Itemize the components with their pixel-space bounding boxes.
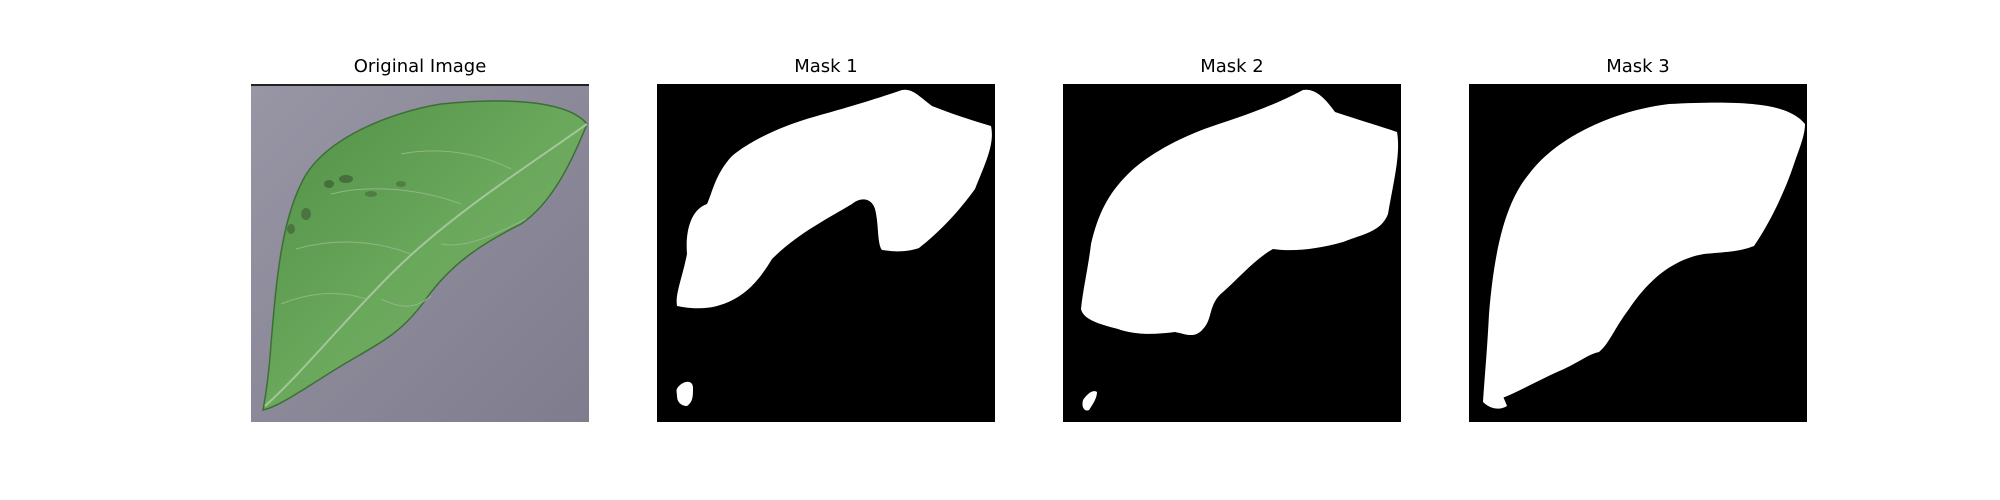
panel-title-mask-1: Mask 1 <box>794 56 858 77</box>
mask-3-speck <box>1483 385 1507 409</box>
original-leaf-image <box>251 84 589 422</box>
mask-2-dot <box>1333 145 1337 149</box>
leaf-vein-6 <box>380 295 432 307</box>
leaf-vein-4 <box>280 293 367 305</box>
mask-2-image <box>1063 84 1401 422</box>
mask-1-panel: Mask 1 <box>657 56 995 422</box>
leaf-midrib <box>264 123 588 407</box>
mask-2-speck <box>1082 391 1097 411</box>
panel-title-mask-3: Mask 3 <box>1606 56 1670 77</box>
mask-1-speck <box>676 381 693 406</box>
mask-2-panel: Mask 2 <box>1063 56 1401 422</box>
leaf-spot <box>301 208 311 220</box>
leaf-spot <box>365 191 377 197</box>
leaf-spot <box>324 180 334 188</box>
panel-title-original-image: Original Image <box>353 56 487 77</box>
mask-3-panel: Mask 3 <box>1469 56 1807 422</box>
mask-1-region <box>676 89 992 309</box>
image-top-edge <box>251 84 589 86</box>
panel-title-mask-2: Mask 2 <box>1200 56 1264 77</box>
mask-3-image <box>1469 84 1807 422</box>
original-image-panel: Original Image <box>251 56 589 422</box>
leaf-vein-1 <box>400 150 512 170</box>
leaf-vein-3 <box>295 241 412 255</box>
leaf-spot <box>287 224 295 234</box>
mask-2-region <box>1081 89 1399 336</box>
leaf-vein-5 <box>440 218 527 246</box>
leaf-vein-2 <box>330 188 462 205</box>
leaf-spot <box>396 181 406 187</box>
leaf-spot <box>339 175 353 183</box>
mask-1-image <box>657 84 995 422</box>
mask-3-region <box>1483 102 1805 403</box>
